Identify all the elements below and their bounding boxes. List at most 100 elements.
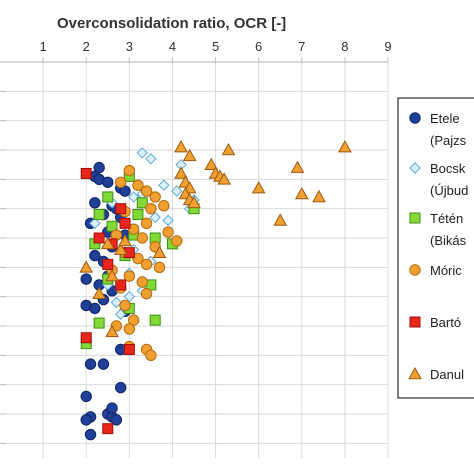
- legend-label: Tétén: [430, 211, 463, 226]
- data-point: [110, 414, 123, 426]
- data-point: [123, 323, 136, 335]
- legend-marker: [409, 162, 421, 174]
- legend-entry: Etele (Pajzs: [409, 111, 467, 148]
- data-point: [119, 217, 131, 229]
- x-axis-title: Overconsolidation ratio, OCR [-]: [57, 15, 286, 32]
- legend-label: Móric: [430, 263, 462, 278]
- data-point: [84, 358, 97, 370]
- data-point: [80, 167, 92, 179]
- data-point: [80, 332, 92, 344]
- grid-lines: [0, 62, 389, 458]
- data-point: [105, 269, 119, 282]
- data-point: [102, 258, 114, 270]
- x-tick-label: 3: [126, 39, 133, 54]
- data-point: [115, 381, 127, 394]
- legend-label: (Pajzs: [430, 133, 467, 148]
- data-point: [110, 296, 123, 309]
- legend-marker: [409, 112, 421, 124]
- legend-marker: [409, 212, 421, 224]
- data-point: [132, 252, 144, 265]
- data-point: [115, 176, 127, 188]
- data-point: [290, 160, 305, 173]
- data-point: [127, 223, 140, 235]
- data-point: [251, 181, 266, 194]
- data-point: [93, 209, 105, 221]
- legend-entry: Bocsk (Újbud: [409, 161, 468, 198]
- x-tick-label: 5: [212, 39, 219, 54]
- data-point: [162, 214, 174, 227]
- data-point: [153, 261, 166, 274]
- data-point: [84, 428, 97, 441]
- data-point: [152, 245, 167, 258]
- legend-marker: [408, 366, 422, 380]
- data-point: [136, 276, 148, 288]
- legend-entry: Móric: [409, 263, 462, 278]
- data-point: [100, 236, 115, 250]
- x-tick-label: 4: [169, 39, 176, 54]
- data-point: [158, 200, 170, 212]
- legend-entry: Bartó: [409, 315, 461, 330]
- data-point: [80, 414, 92, 426]
- data-point: [79, 260, 94, 273]
- data-point: [106, 220, 118, 232]
- x-tick-label: 8: [341, 39, 348, 54]
- x-tick-label: 7: [298, 39, 305, 54]
- data-point: [140, 185, 153, 197]
- data-point: [132, 179, 144, 191]
- data-point: [174, 166, 188, 179]
- data-point: [89, 197, 101, 209]
- x-tick-label: 2: [83, 39, 90, 54]
- data-point: [312, 189, 326, 203]
- data-point: [80, 273, 92, 285]
- data-point: [294, 186, 309, 200]
- data-point: [162, 226, 174, 238]
- data-point: [221, 142, 236, 156]
- legend-box: [397, 97, 474, 399]
- data-point: [118, 233, 132, 247]
- data-point: [149, 211, 161, 224]
- data-point: [158, 179, 170, 191]
- data-point: [113, 242, 128, 256]
- data-point: [174, 140, 188, 153]
- data-point: [80, 390, 92, 403]
- data-point: [119, 299, 131, 312]
- legend-label: Etele: [430, 111, 460, 126]
- data-point: [187, 195, 201, 209]
- data-point: [338, 140, 352, 153]
- data-point: [273, 213, 288, 226]
- data-point: [123, 270, 136, 282]
- legend-label: (Újbud: [430, 183, 468, 198]
- data-point: [123, 290, 136, 303]
- data-point: [115, 203, 127, 215]
- data-point: [140, 217, 153, 230]
- data-point: [149, 191, 161, 203]
- legend-label: Bocsk: [430, 161, 466, 176]
- legend-label: Danul: [430, 367, 464, 382]
- data-point: [171, 235, 183, 247]
- legend: Etele (Pajzs Bocsk (Újbud Tétén (Bikás Móric Ba…: [397, 97, 474, 399]
- series-6: [79, 140, 352, 338]
- data-point: [145, 153, 157, 165]
- data-points: [79, 140, 352, 441]
- data-point: [132, 209, 144, 221]
- data-point: [136, 232, 148, 244]
- data-point: [171, 185, 183, 197]
- data-point: [105, 324, 119, 338]
- data-point: [123, 164, 136, 177]
- x-tick-labels: 1 2 3 4 5 6 7 8 9: [39, 39, 391, 54]
- x-tick-label: 9: [384, 39, 391, 54]
- series-3: [80, 170, 200, 350]
- data-point: [217, 172, 232, 185]
- data-point: [182, 148, 197, 162]
- data-point: [140, 258, 153, 271]
- legend-entry: Danul: [408, 366, 464, 382]
- data-point: [97, 358, 110, 370]
- data-point: [102, 176, 114, 188]
- x-tick-label: 1: [39, 39, 46, 54]
- data-point: [92, 286, 107, 300]
- data-point: [127, 191, 140, 203]
- legend-entry: Tétén (Bikás: [409, 211, 467, 248]
- data-point: [89, 217, 101, 230]
- data-point: [102, 191, 114, 203]
